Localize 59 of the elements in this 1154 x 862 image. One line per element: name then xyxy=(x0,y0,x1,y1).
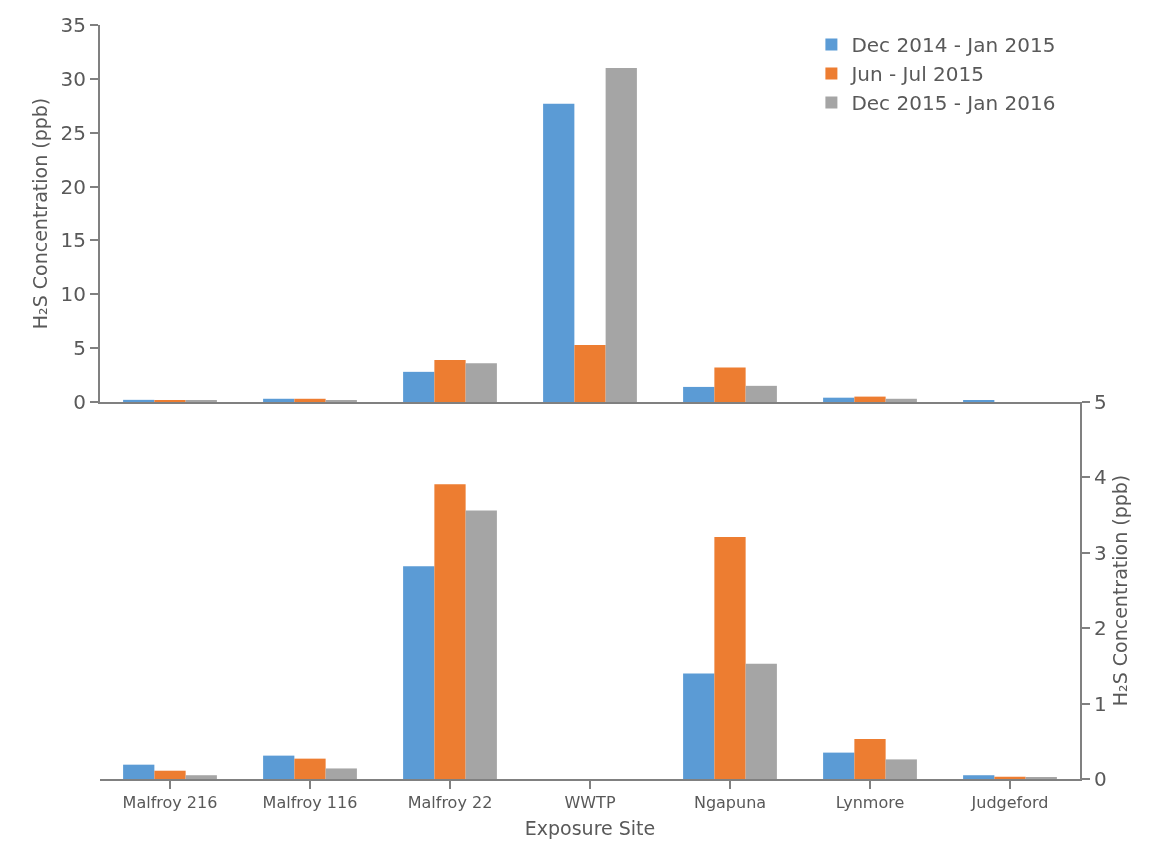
bar xyxy=(823,752,855,779)
bar xyxy=(434,359,466,402)
bar xyxy=(294,758,326,779)
bar xyxy=(185,775,217,779)
x-tick-label: Lynmore xyxy=(835,793,905,813)
bar xyxy=(574,344,606,402)
bar xyxy=(683,386,715,402)
bar xyxy=(714,367,746,402)
x-tick-label: Malfroy 216 xyxy=(122,793,218,813)
bar xyxy=(605,68,637,402)
y-tick-label: 25 xyxy=(60,120,86,145)
y2-axis-title: H₂S Concentration (ppb) xyxy=(1109,474,1132,707)
bar xyxy=(714,536,746,779)
bar xyxy=(465,510,497,779)
legend-label: Jun - Jul 2015 xyxy=(849,62,984,87)
y-tick-label: 0 xyxy=(73,390,86,414)
y2-tick-label: 5 xyxy=(1094,390,1107,414)
y-tick-label: 15 xyxy=(60,228,86,253)
bar xyxy=(823,397,855,402)
bar xyxy=(263,755,295,779)
y-tick-label: 35 xyxy=(60,13,86,37)
x-tick-label: Malfroy 116 xyxy=(262,793,358,813)
y2-tick-label: 2 xyxy=(1094,616,1107,641)
y-tick-label: 30 xyxy=(60,66,86,91)
x-tick-label: Ngapuna xyxy=(693,793,767,813)
x-axis-title: Exposure Site xyxy=(524,816,656,839)
y-tick-label: 10 xyxy=(60,282,86,307)
x-tick-label: Malfroy 22 xyxy=(407,793,493,813)
bar xyxy=(403,566,435,779)
y2-tick-label: 3 xyxy=(1094,540,1107,565)
y2-tick-label: 0 xyxy=(1094,767,1107,791)
bar xyxy=(885,398,917,402)
y-axis-title: H₂S Concentration (ppb) xyxy=(28,97,51,330)
x-tick-label: WWTP xyxy=(564,793,616,813)
bar xyxy=(403,371,435,402)
legend-label: Dec 2015 - Jan 2016 xyxy=(851,91,1056,116)
bar xyxy=(885,759,917,779)
bar xyxy=(854,396,886,402)
bar xyxy=(434,484,466,779)
bar xyxy=(465,363,497,402)
legend-label: Dec 2014 - Jan 2015 xyxy=(851,33,1056,58)
bar xyxy=(123,764,155,779)
bar xyxy=(154,770,186,779)
bar xyxy=(963,775,995,779)
bar xyxy=(745,385,777,402)
bar xyxy=(543,103,575,402)
bar xyxy=(854,739,886,779)
bar xyxy=(325,768,357,779)
y-tick-label: 20 xyxy=(60,174,86,199)
y2-tick-label: 1 xyxy=(1094,691,1107,716)
bar xyxy=(263,398,295,402)
bar xyxy=(683,673,715,779)
bar xyxy=(123,399,155,402)
x-tick-label: Judgeford xyxy=(970,793,1049,813)
y2-tick-label: 4 xyxy=(1094,465,1107,490)
bar xyxy=(994,776,1026,779)
bar xyxy=(294,398,326,402)
y-tick-label: 5 xyxy=(73,336,86,361)
bar xyxy=(745,663,777,779)
